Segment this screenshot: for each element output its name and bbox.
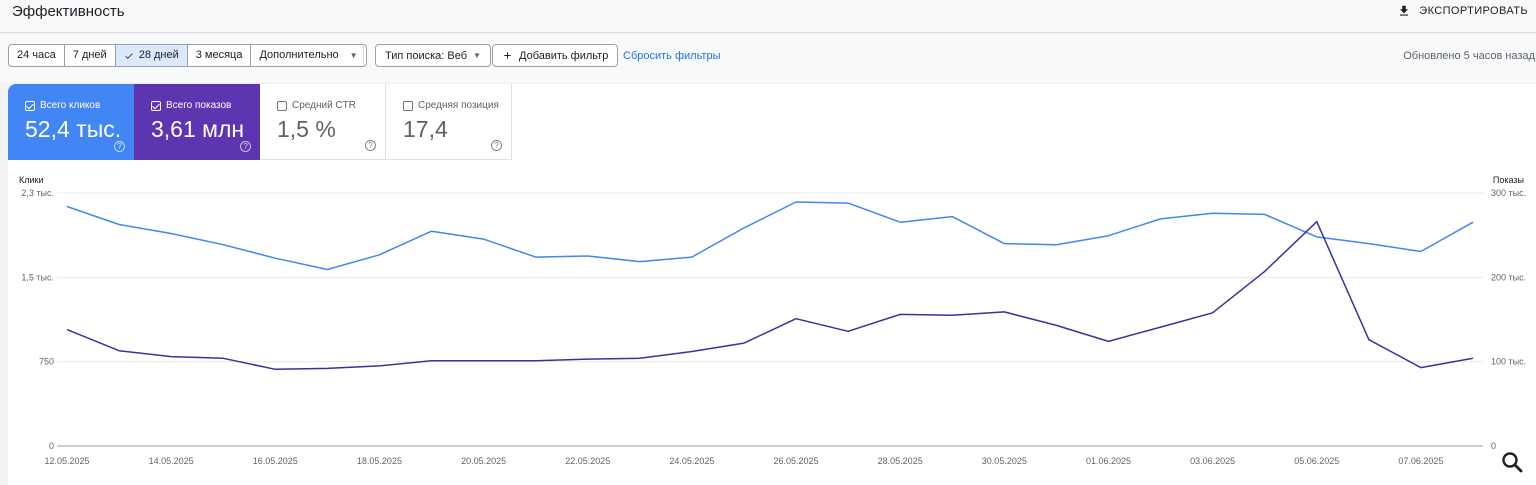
x-axis-tick-label: 01.06.2025 bbox=[1086, 456, 1131, 466]
search-type-label: Тип поиска: Веб bbox=[385, 49, 468, 62]
updated-status: Обновлено 5 часов назад bbox=[1403, 50, 1535, 62]
checkbox-unchecked[interactable] bbox=[277, 100, 287, 111]
add-filter-label: Добавить фильтр bbox=[519, 49, 609, 62]
metric-value: 52,4 тыс. bbox=[25, 116, 122, 142]
x-axis-tick-label: 30.05.2025 bbox=[982, 456, 1027, 466]
metric-average-position[interactable]: Средняя позиция 17,4 ? bbox=[386, 84, 512, 160]
search-type-dropdown[interactable]: Тип поиска: Веб ▼ bbox=[375, 44, 491, 67]
help-icon[interactable]: ? bbox=[114, 141, 125, 152]
right-axis-tick-label: 0 bbox=[1491, 441, 1496, 451]
help-icon[interactable]: ? bbox=[365, 140, 376, 151]
left-axis-title: Клики bbox=[19, 175, 44, 185]
metric-label: Всего показов bbox=[166, 100, 232, 111]
range-28d-label: 28 дней bbox=[138, 49, 179, 61]
metric-label-row: Всего показов bbox=[151, 100, 231, 111]
range-7d-label: 7 дней bbox=[72, 49, 107, 61]
checkbox-unchecked[interactable] bbox=[403, 100, 413, 111]
divider bbox=[363, 45, 364, 66]
caret-down-icon: ▼ bbox=[349, 51, 358, 60]
filter-bar: 24 часа 7 дней 28 дней 3 месяца Дополнит… bbox=[0, 34, 1536, 82]
metric-total-clicks[interactable]: Всего кликов 52,4 тыс. ? bbox=[8, 84, 134, 160]
metric-label: Средняя позиция bbox=[418, 100, 499, 111]
x-axis-tick-label: 28.05.2025 bbox=[878, 456, 923, 466]
clicks-series-line bbox=[66, 201, 1474, 271]
metric-label-row: Средний CTR bbox=[277, 100, 356, 111]
metric-label-row: Средняя позиция bbox=[403, 100, 499, 111]
x-axis-tick-label: 20.05.2025 bbox=[461, 456, 506, 466]
metric-label: Всего кликов bbox=[40, 100, 101, 111]
more-ranges-dropdown[interactable]: Дополнительно ▼ bbox=[251, 45, 365, 66]
plus-icon bbox=[504, 52, 511, 59]
performance-card: Всего кликов 52,4 тыс. ? Всего показов 3… bbox=[8, 84, 1536, 485]
download-icon bbox=[1400, 5, 1409, 16]
top-bar: Эффективность ЭКСПОРТИРОВАТЬ bbox=[0, 0, 1536, 33]
x-axis-tick-label: 18.05.2025 bbox=[357, 456, 402, 466]
x-axis-tick-label: 03.06.2025 bbox=[1190, 456, 1235, 466]
x-axis-tick-label: 07.06.2025 bbox=[1398, 456, 1443, 466]
metric-average-ctr[interactable]: Средний CTR 1,5 % ? bbox=[260, 84, 386, 160]
impressions-series-line bbox=[66, 220, 1474, 371]
checkbox-checked[interactable] bbox=[25, 100, 35, 111]
left-axis-tick-label: 750 bbox=[39, 357, 54, 367]
x-axis-tick-label: 22.05.2025 bbox=[565, 456, 610, 466]
range-3m[interactable]: 3 месяца bbox=[188, 45, 252, 66]
left-axis-tick-label: 2,3 тыс. bbox=[21, 188, 54, 198]
x-axis-tick-label: 24.05.2025 bbox=[669, 456, 714, 466]
range-3m-label: 3 месяца bbox=[195, 49, 243, 61]
right-axis-tick-label: 100 тыс. bbox=[1491, 357, 1526, 367]
x-axis-tick-label: 14.05.2025 bbox=[149, 456, 194, 466]
x-axis-tick-label: 16.05.2025 bbox=[253, 456, 298, 466]
x-axis-tick-label: 12.05.2025 bbox=[44, 456, 89, 466]
right-axis-tick-label: 200 тыс. bbox=[1491, 272, 1526, 282]
export-button[interactable]: ЭКСПОРТИРОВАТЬ bbox=[1397, 1, 1528, 21]
metric-total-impressions[interactable]: Всего показов 3,61 млн ? bbox=[134, 84, 260, 160]
metric-label-row: Всего кликов bbox=[25, 100, 100, 111]
range-28d[interactable]: 28 дней bbox=[115, 45, 188, 66]
page-title: Эффективность bbox=[12, 3, 125, 20]
metric-value: 17,4 bbox=[403, 116, 448, 142]
right-axis-tick-label: 300 тыс. bbox=[1491, 188, 1526, 198]
help-icon[interactable]: ? bbox=[240, 141, 251, 152]
checkbox-checked[interactable] bbox=[151, 100, 161, 111]
more-ranges-label: Дополнительно bbox=[259, 49, 339, 61]
date-range-selector: 24 часа 7 дней 28 дней 3 месяца Дополнит… bbox=[8, 44, 367, 67]
range-7d[interactable]: 7 дней bbox=[65, 45, 116, 66]
x-axis-tick-label: 05.06.2025 bbox=[1294, 456, 1339, 466]
check-icon bbox=[125, 52, 133, 59]
left-axis-tick-label: 1,5 тыс. bbox=[21, 272, 54, 282]
left-axis-tick-label: 0 bbox=[49, 441, 54, 451]
add-filter-button[interactable]: Добавить фильтр bbox=[492, 44, 619, 67]
right-axis-title: Показы bbox=[1493, 175, 1524, 185]
help-icon[interactable]: ? bbox=[491, 140, 502, 151]
range-24h[interactable]: 24 часа bbox=[9, 45, 65, 66]
range-24h-label: 24 часа bbox=[17, 49, 56, 61]
metric-value: 1,5 % bbox=[277, 116, 336, 142]
performance-chart: 0 0 100 тыс. 750 200 тыс. 1,5 тыс. 300 тыс. 2,3… bbox=[19, 175, 1526, 473]
search-icon[interactable] bbox=[1502, 452, 1523, 473]
export-label: ЭКСПОРТИРОВАТЬ bbox=[1419, 5, 1528, 17]
reset-filters-link[interactable]: Сбросить фильтры bbox=[623, 50, 721, 62]
caret-down-icon: ▼ bbox=[473, 51, 481, 60]
metric-value: 3,61 млн bbox=[151, 116, 245, 142]
x-axis-tick-label: 26.05.2025 bbox=[774, 456, 819, 466]
metric-label: Средний CTR bbox=[292, 100, 356, 111]
